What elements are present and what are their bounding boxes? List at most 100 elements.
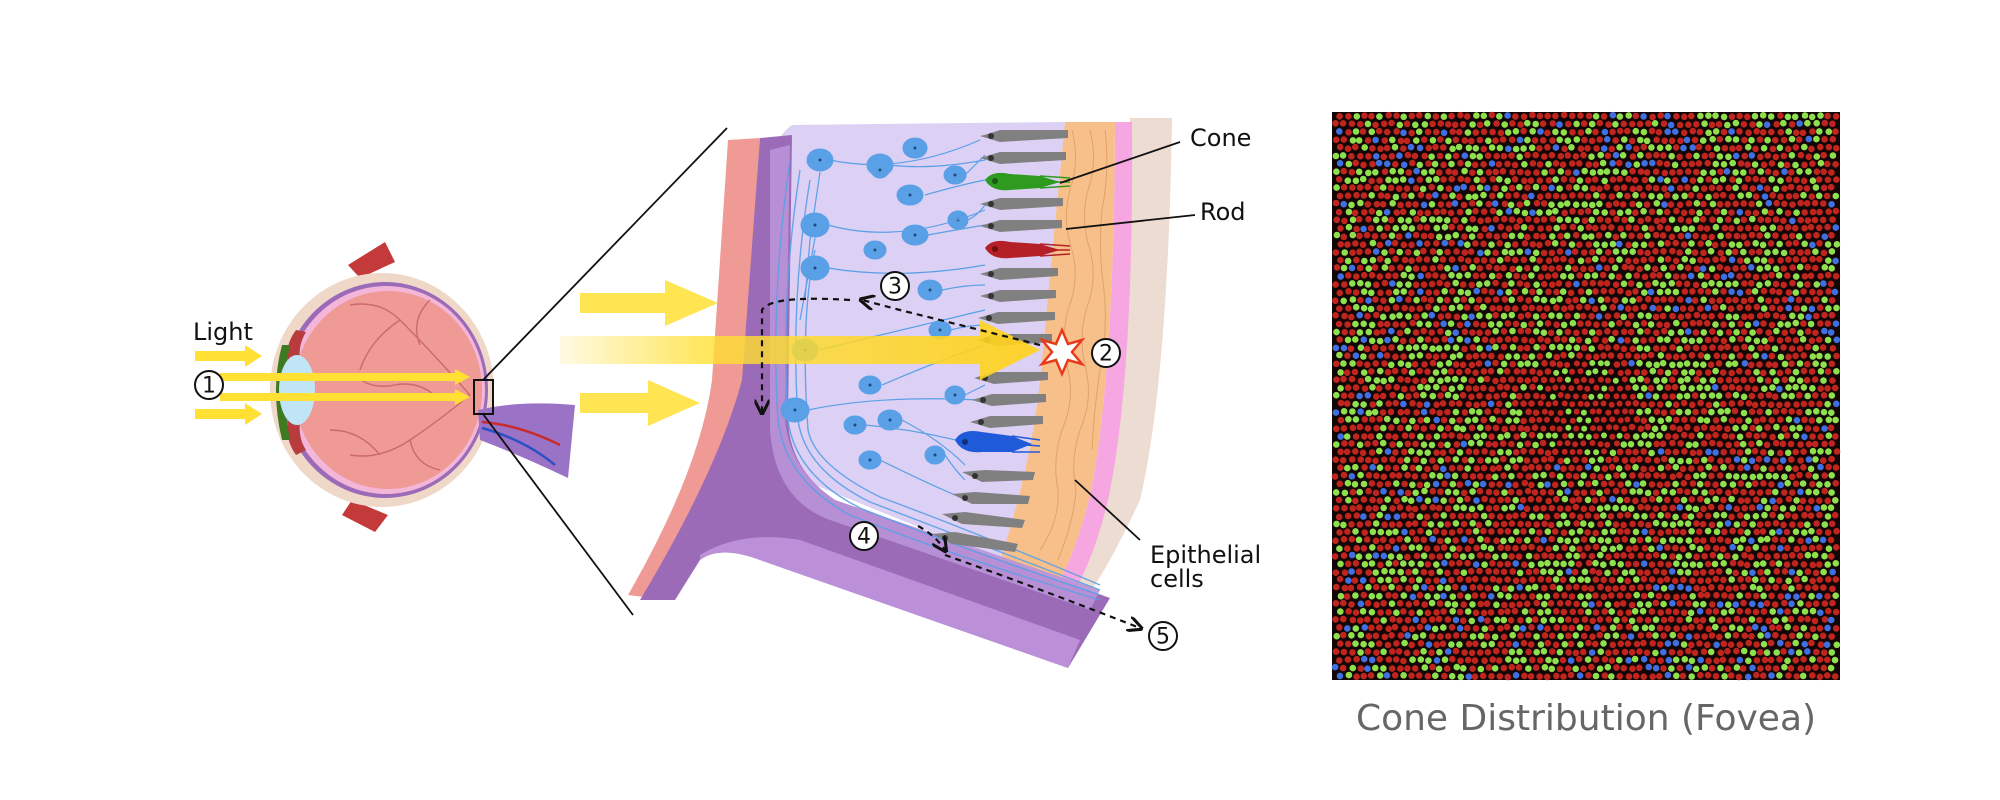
- cone-dot: [1796, 569, 1803, 577]
- cone-dot: [1460, 569, 1468, 576]
- cone-dot: [1700, 648, 1708, 655]
- cone-dot: [1484, 184, 1491, 192]
- cone-dot: [1703, 257, 1711, 265]
- cone-label: Cone: [1190, 124, 1251, 152]
- cone-dot: [1577, 129, 1585, 136]
- cone-dot: [1565, 472, 1573, 480]
- cone-dot: [1696, 337, 1703, 344]
- cone-dot: [1768, 160, 1776, 167]
- cone-dot: [1625, 560, 1632, 568]
- cone-dot: [1404, 471, 1411, 479]
- cone-dot: [1392, 272, 1399, 280]
- cone-dot: [1451, 583, 1459, 591]
- rod-cell: [970, 416, 1043, 428]
- cone-dot: [1404, 376, 1411, 384]
- cone-dot: [1781, 583, 1788, 591]
- cone-dot: [1479, 672, 1487, 680]
- cone-dot: [1508, 249, 1515, 256]
- cone-dot: [1788, 568, 1796, 576]
- cone-dot: [1557, 616, 1565, 624]
- cone-dot: [1784, 449, 1792, 457]
- cone-dot: [1592, 592, 1599, 599]
- cone-dot: [1660, 553, 1668, 560]
- cone-dot: [1436, 361, 1444, 368]
- cone-dot: [1625, 161, 1632, 168]
- cone-dot: [1735, 177, 1743, 185]
- cone-dot: [1584, 496, 1592, 504]
- cone-dot: [1572, 665, 1579, 673]
- cone-dot: [1600, 640, 1607, 647]
- cone-dot: [1524, 327, 1532, 335]
- cone-dot: [1729, 176, 1736, 183]
- cone-dot: [1480, 208, 1488, 215]
- cone-dot: [1700, 408, 1708, 415]
- cone-dot: [1416, 144, 1424, 152]
- cone-dot: [1392, 193, 1400, 201]
- cone-dot: [1425, 193, 1433, 200]
- cone-dot: [1485, 137, 1492, 145]
- cone-dot: [1413, 137, 1420, 144]
- cone-dot: [1757, 216, 1765, 223]
- cone-dot: [1732, 391, 1740, 399]
- cone-dot: [1800, 191, 1807, 199]
- cone-dot: [1629, 456, 1637, 464]
- cone-dot: [1603, 280, 1611, 287]
- cone-dot: [1375, 209, 1383, 217]
- cone-dot: [1641, 432, 1648, 439]
- cone-dot: [1616, 592, 1624, 599]
- cone-dot: [1603, 632, 1611, 640]
- cone-dot: [1608, 673, 1615, 680]
- cone-dot: [1777, 639, 1784, 647]
- cone-dot: [1489, 656, 1496, 663]
- cone-dot: [1740, 376, 1747, 384]
- cone-dot: [1580, 632, 1588, 640]
- cone-dot: [1652, 313, 1660, 321]
- cone-dot: [1513, 433, 1520, 440]
- cone-dot: [1732, 569, 1740, 577]
- cone-dot: [1468, 505, 1476, 513]
- cone-dot: [1648, 176, 1656, 183]
- cone-dot: [1784, 623, 1791, 631]
- cone-dot: [1789, 489, 1796, 496]
- cone-dot: [1640, 143, 1648, 151]
- cone-dot: [1740, 599, 1747, 607]
- cone-dot: [1773, 377, 1780, 385]
- lens: [279, 355, 315, 425]
- cone-dot: [1489, 207, 1497, 215]
- cone-dot: [1657, 176, 1664, 183]
- cone-dot: [1439, 449, 1447, 457]
- cone-dot: [1409, 593, 1417, 601]
- cone-dot: [1527, 177, 1535, 184]
- cone-dot: [1433, 449, 1440, 457]
- cone-dot: [1816, 673, 1824, 681]
- cone-dot: [1744, 448, 1752, 455]
- cone-dot: [1652, 568, 1660, 575]
- cone-dot: [1660, 632, 1667, 639]
- cone-dot: [1559, 576, 1567, 584]
- cone-dot: [1820, 249, 1828, 257]
- cone-dot: [1352, 384, 1360, 391]
- cone-dot: [1684, 184, 1691, 191]
- cone-dot: [1383, 672, 1391, 679]
- cone-dot: [1349, 664, 1357, 672]
- cone-dot: [1448, 672, 1456, 680]
- cone-dot: [1585, 559, 1593, 567]
- cone-dot: [1776, 401, 1783, 409]
- sclera-left: [628, 138, 760, 600]
- cone-dot: [1376, 337, 1384, 345]
- cone-dot: [1541, 169, 1548, 176]
- cone-dot: [1336, 657, 1343, 664]
- cone-dot: [1765, 488, 1772, 496]
- cone-dot: [1376, 592, 1383, 600]
- neuron: [863, 240, 887, 260]
- cone-dot: [1380, 648, 1387, 656]
- cone-dot: [1632, 384, 1639, 391]
- cone-dot: [1356, 504, 1363, 511]
- cone-dot: [1481, 336, 1489, 344]
- cone-dot: [1672, 193, 1679, 200]
- cone-dot: [1580, 440, 1587, 447]
- cone-dot: [1436, 600, 1444, 607]
- cone-dot: [1409, 400, 1416, 407]
- cone-dot: [1636, 408, 1643, 416]
- cone-dot: [1428, 599, 1436, 607]
